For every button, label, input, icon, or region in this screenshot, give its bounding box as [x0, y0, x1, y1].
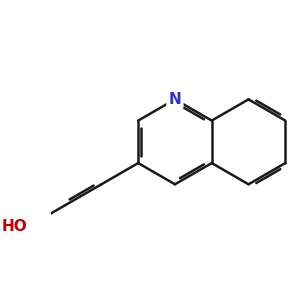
Text: HO: HO [2, 219, 28, 234]
Text: N: N [169, 92, 181, 107]
